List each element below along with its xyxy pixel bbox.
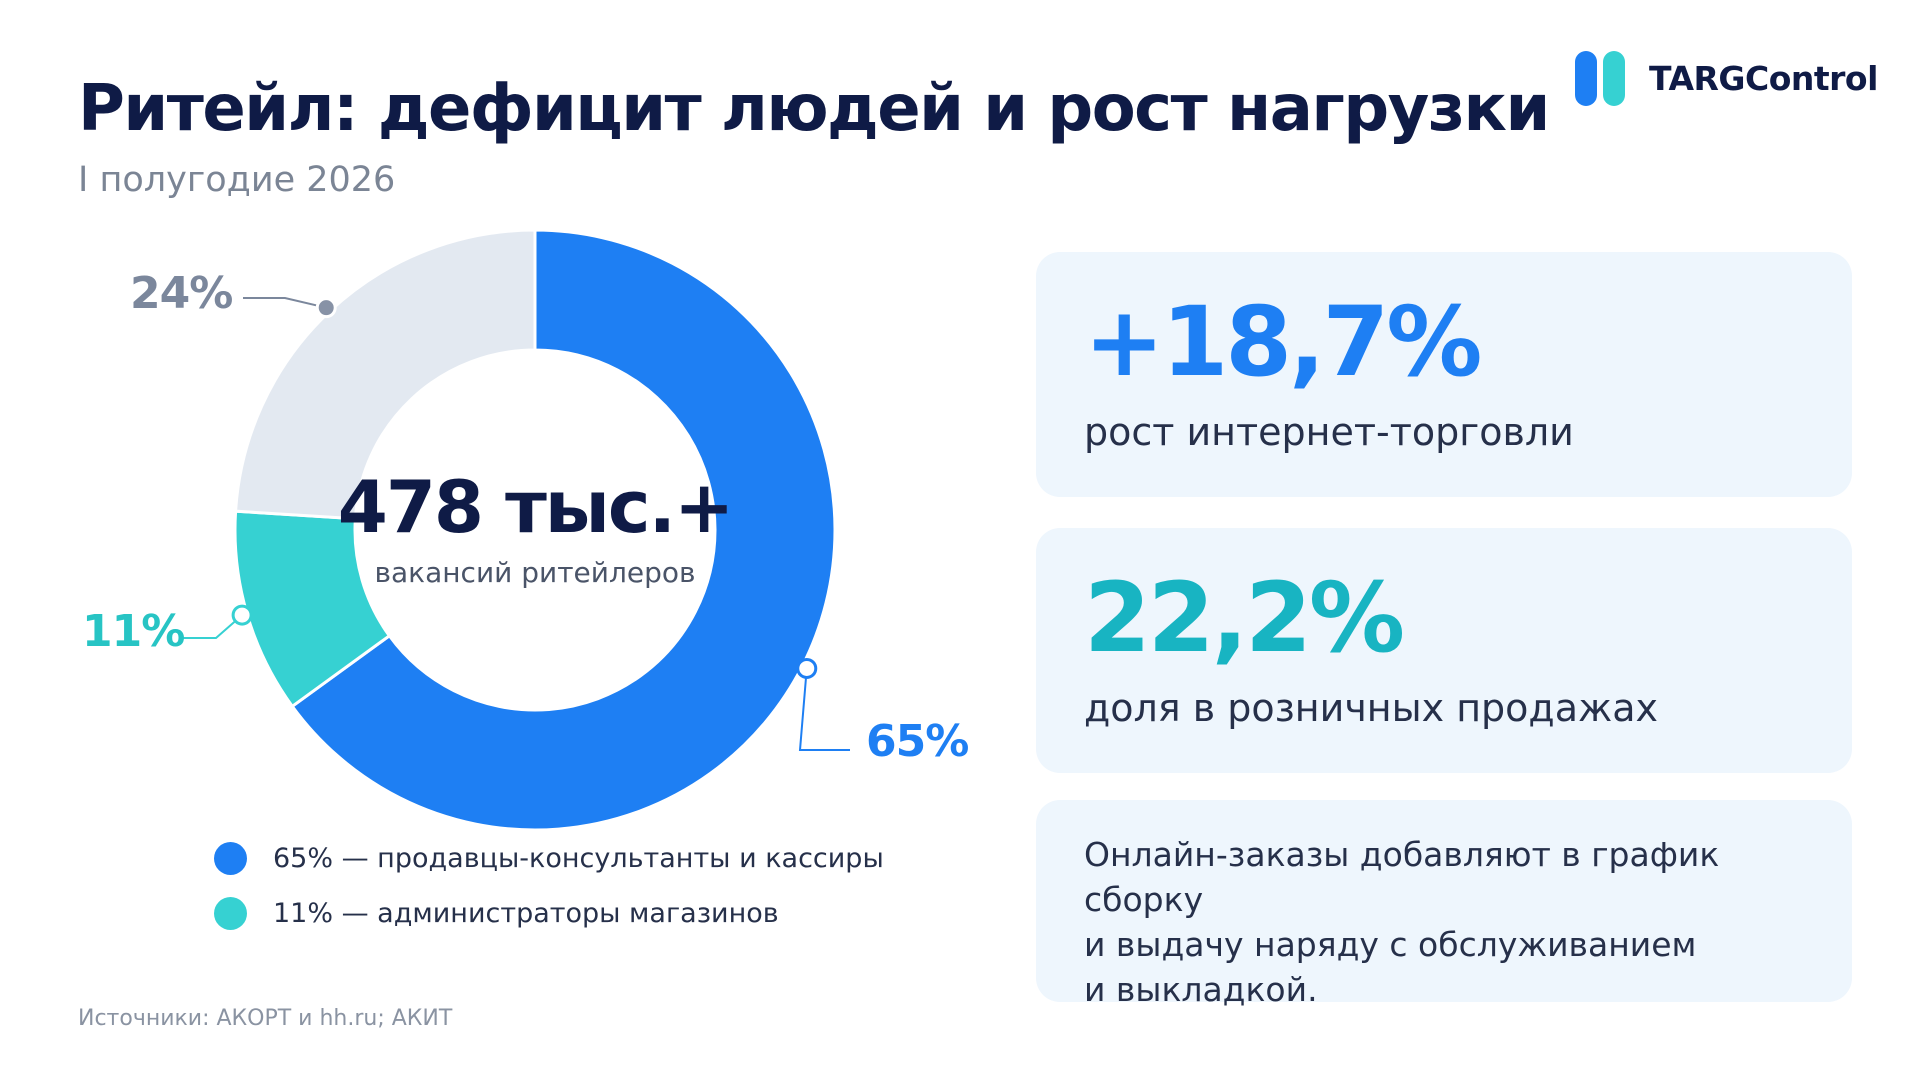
legend-label: 65% — продавцы-консультанты и кассиры	[273, 842, 884, 874]
chart-center-value: 478 тыс.+	[337, 465, 735, 549]
data-label-24: 24%	[130, 268, 233, 319]
leader-line	[243, 297, 327, 309]
legend-label: 11% — администраторы магазинов	[273, 897, 779, 929]
page-subtitle: I полугодие 2026	[78, 160, 396, 200]
chart-legend: 65% — продавцы-консультанты и кассиры 11…	[214, 841, 884, 952]
legend-dot	[214, 896, 247, 930]
info-text: Онлайн-заказы добавляют в график сборку …	[1084, 832, 1824, 1012]
data-label-11: 11%	[82, 606, 185, 657]
stat-value: +18,7%	[1084, 286, 1482, 398]
legend-item: 65% — продавцы-консультанты и кассиры	[214, 841, 884, 875]
donut-chart	[182, 228, 850, 832]
source-note: Источники: АКОРТ и hh.ru; АКИТ	[78, 1006, 453, 1031]
brand-logo: TARGControl	[1575, 50, 1878, 106]
stat-card-online-growth: +18,7% рост интернет-торговли	[1036, 252, 1852, 497]
leader-dot	[315, 297, 337, 319]
chart-center-label: вакансий ритейлеров	[374, 556, 696, 589]
stat-label: рост интернет-торговли	[1084, 410, 1574, 454]
info-text-line: и выкладкой.	[1084, 970, 1318, 1009]
legend-item: 11% — администраторы магазинов	[214, 896, 884, 930]
logo-icon	[1575, 50, 1625, 106]
stat-label: доля в розничных продажах	[1084, 686, 1658, 730]
data-label-65: 65%	[866, 716, 969, 767]
stat-value: 22,2%	[1084, 562, 1405, 674]
leader-dot	[231, 604, 253, 626]
info-text-line: и выдачу наряду с обслуживанием	[1084, 925, 1697, 964]
legend-dot	[214, 841, 247, 875]
logo-text: TARGControl	[1649, 58, 1878, 98]
info-card: Онлайн-заказы добавляют в график сборку …	[1036, 800, 1852, 1009]
leader-line	[182, 614, 243, 639]
slice-other	[233, 228, 537, 521]
page-title: Ритейл: дефицит людей и рост нагрузки	[78, 72, 1550, 146]
leader-line	[798, 668, 850, 751]
leader-dot	[796, 657, 818, 679]
stat-card-retail-share: 22,2% доля в розничных продажах	[1036, 528, 1852, 773]
info-text-line: Онлайн-заказы добавляют в график сборку	[1084, 835, 1720, 919]
slice-sellers-cashiers	[290, 228, 837, 832]
